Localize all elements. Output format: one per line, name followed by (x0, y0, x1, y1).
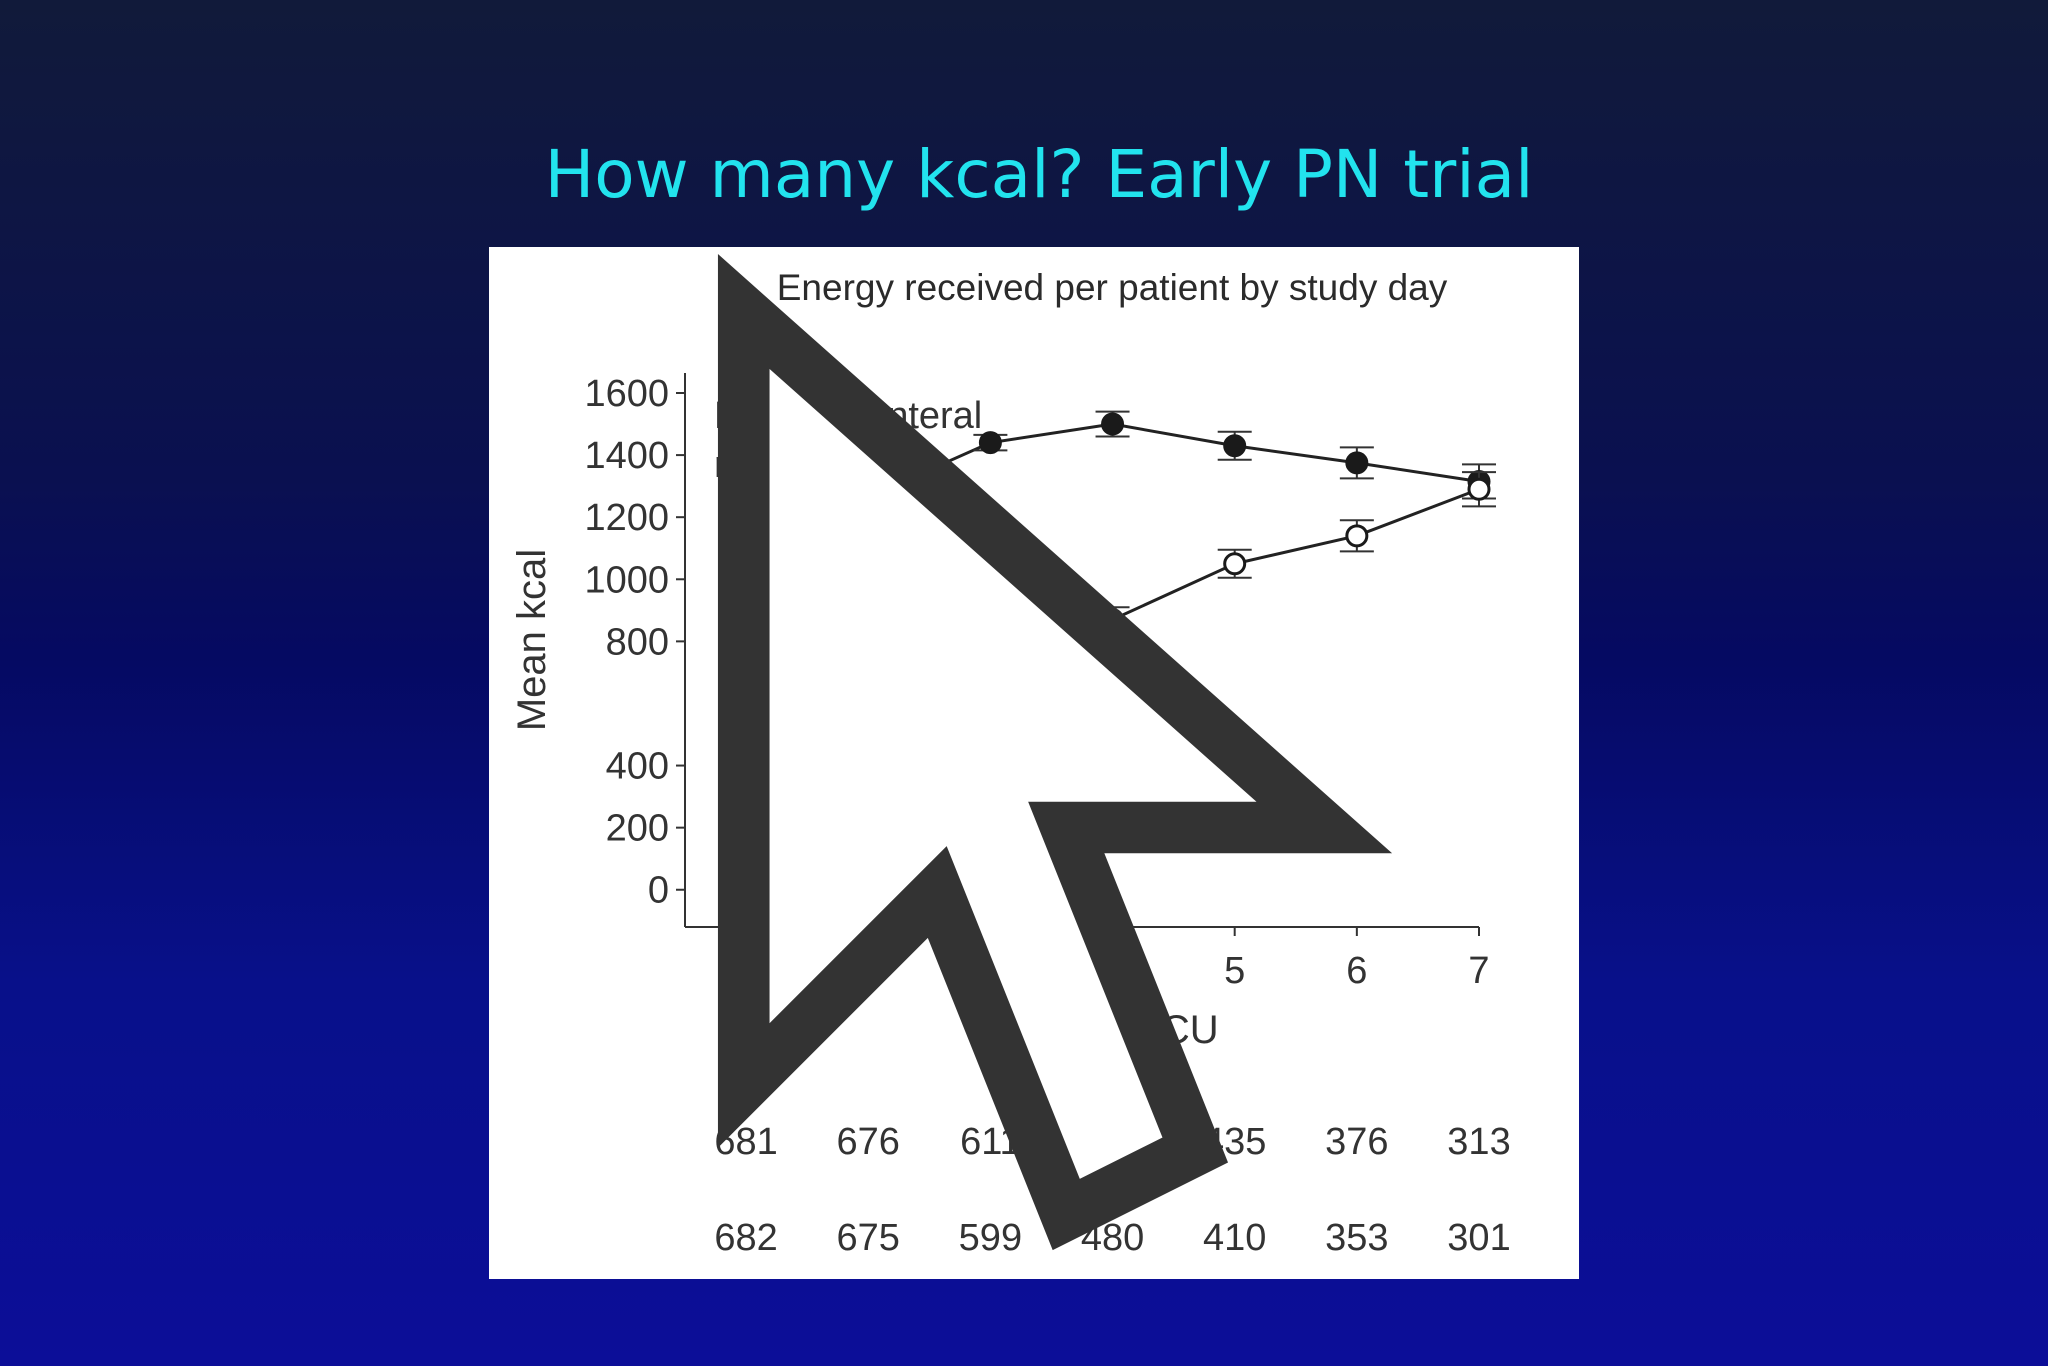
x-tick-label: 7 (1468, 950, 1489, 992)
patient-counts: 6816766115184353763136826755994804103533… (714, 1121, 1510, 1259)
y-tick-label: 400 (606, 746, 669, 788)
x-tick-label: 5 (1224, 950, 1245, 992)
y-tick-label: 0 (648, 870, 669, 912)
y-tick-label: 1200 (584, 497, 669, 539)
mouse-cursor-icon (717, 254, 1393, 1251)
patient-count: 376 (1325, 1121, 1388, 1163)
chart-panel: Energy received per patient by study day… (489, 247, 1579, 1279)
patient-count: 353 (1325, 1217, 1388, 1259)
y-tick-label: 1600 (584, 373, 669, 415)
y-tick-label: 1000 (584, 559, 669, 601)
patient-count: 410 (1203, 1217, 1266, 1259)
filled-data-point (1223, 434, 1247, 458)
filled-data-point (978, 431, 1002, 455)
y-tick-label: 200 (606, 808, 669, 850)
patient-count: 682 (714, 1217, 777, 1259)
y-tick-label: 800 (606, 621, 669, 663)
patient-count: 675 (837, 1217, 900, 1259)
open-data-point (1223, 552, 1247, 576)
chart-title: Energy received per patient by study day (777, 267, 1448, 308)
patient-count: 301 (1447, 1217, 1510, 1259)
patient-count: 676 (837, 1121, 900, 1163)
y-axis-label: Mean kcal (510, 549, 554, 731)
y-tick-label: 1400 (584, 435, 669, 477)
filled-data-point (1101, 412, 1125, 436)
patient-count: 599 (959, 1217, 1022, 1259)
filled-data-point (1345, 451, 1369, 475)
patient-count: 313 (1447, 1121, 1510, 1163)
open-data-point (1345, 524, 1369, 548)
open-data-point (1467, 477, 1491, 501)
x-tick-label: 6 (1346, 950, 1367, 992)
slide-title: How many kcal? Early PN trial (544, 136, 1534, 213)
